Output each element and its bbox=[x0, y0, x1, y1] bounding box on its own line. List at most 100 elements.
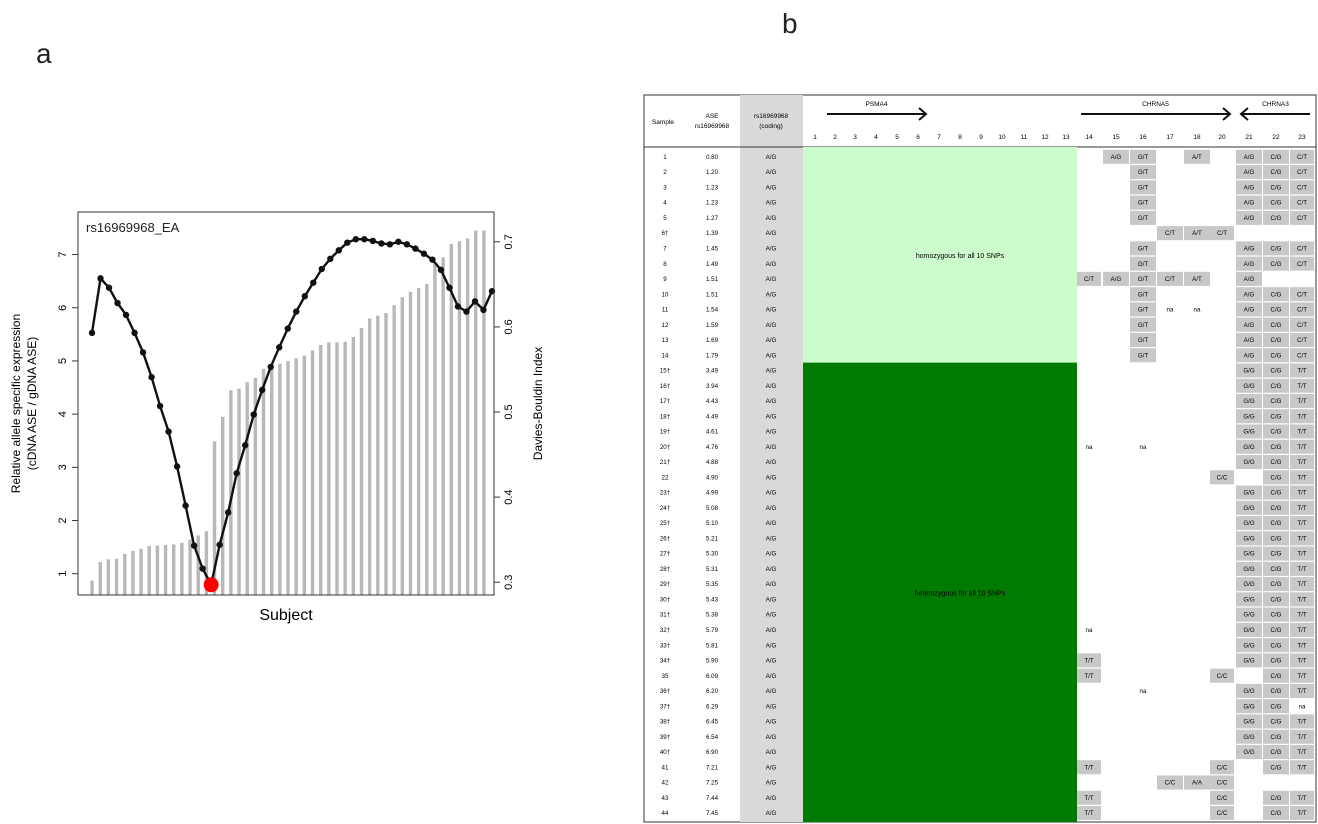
cell-bg bbox=[1236, 653, 1262, 668]
db-point bbox=[131, 329, 138, 337]
cell-ase: 0.80 bbox=[706, 154, 719, 161]
bar bbox=[237, 388, 241, 595]
cell-rs: A/G bbox=[766, 230, 777, 237]
db-point bbox=[446, 284, 453, 291]
cell-genotype: T/T bbox=[1297, 658, 1306, 665]
cell-ase: 7.44 bbox=[706, 795, 719, 802]
bar bbox=[343, 341, 347, 595]
cell-sample: 10 bbox=[662, 291, 669, 298]
cell-rs: A/G bbox=[766, 337, 777, 344]
cell-genotype: G/G bbox=[1243, 535, 1255, 542]
db-point bbox=[480, 306, 487, 314]
cell-rs: A/G bbox=[766, 429, 777, 436]
cell-bg bbox=[1210, 470, 1234, 485]
cell-genotype: C/T bbox=[1297, 261, 1307, 268]
cell-bg bbox=[1263, 210, 1289, 225]
cell-genotype: G/T bbox=[1138, 291, 1149, 298]
cell-bg bbox=[1210, 226, 1234, 241]
cell-genotype: A/T bbox=[1192, 276, 1202, 283]
cell-rs: A/G bbox=[766, 215, 777, 222]
cell-bg bbox=[1236, 455, 1262, 470]
cell-genotype: G/T bbox=[1138, 184, 1149, 191]
cell-bg bbox=[1130, 271, 1156, 286]
cell-genotype: C/G bbox=[1270, 444, 1281, 451]
cell-genotype: G/G bbox=[1243, 505, 1255, 512]
cell-bg bbox=[1263, 744, 1289, 759]
cell-genotype: T/T bbox=[1297, 688, 1306, 695]
cell-bg bbox=[1236, 577, 1262, 592]
cell-sample: 35 bbox=[662, 673, 669, 680]
cell-genotype: C/T bbox=[1217, 230, 1227, 237]
cell-bg bbox=[1290, 577, 1314, 592]
cell-genotype: A/G bbox=[1244, 291, 1255, 298]
cell-genotype: T/T bbox=[1297, 505, 1306, 512]
bar bbox=[400, 297, 405, 595]
cell-sample: 24† bbox=[660, 505, 671, 512]
cell-bg bbox=[1236, 332, 1262, 347]
cell-genotype: T/T bbox=[1297, 490, 1306, 497]
bar bbox=[441, 257, 445, 595]
bar bbox=[90, 580, 94, 595]
right-tick-label: 0.6 bbox=[503, 319, 515, 334]
header-ase-2: rs16969968 bbox=[695, 123, 730, 130]
cell-bg bbox=[1130, 332, 1156, 347]
cell-bg bbox=[1290, 744, 1314, 759]
cell-genotype: G/G bbox=[1243, 490, 1255, 497]
db-point bbox=[284, 325, 291, 332]
cell-genotype: C/G bbox=[1270, 627, 1281, 634]
cell-genotype: G/G bbox=[1243, 368, 1255, 375]
cell-rs: A/G bbox=[766, 322, 777, 329]
cell-bg bbox=[1290, 409, 1314, 424]
cell-genotype: na bbox=[1194, 307, 1201, 314]
cell-ase: 5.90 bbox=[706, 658, 719, 665]
cell-bg bbox=[1290, 256, 1314, 271]
cell-genotype: C/G bbox=[1270, 505, 1281, 512]
y2-axis-label: Davies-Bouldin Index bbox=[531, 347, 545, 460]
bar bbox=[155, 545, 160, 595]
cell-bg bbox=[1130, 348, 1156, 363]
cell-ase: 7.25 bbox=[706, 780, 719, 787]
cell-bg bbox=[1263, 363, 1289, 378]
cell-bg bbox=[1290, 546, 1314, 561]
cell-genotype: C/G bbox=[1270, 383, 1281, 390]
cell-genotype: C/G bbox=[1270, 368, 1281, 375]
cell-genotype: T/T bbox=[1297, 673, 1306, 680]
cell-rs: A/G bbox=[766, 658, 777, 665]
cell-bg bbox=[1263, 668, 1289, 683]
snp-number: 4 bbox=[874, 134, 878, 141]
cell-bg bbox=[1290, 805, 1314, 821]
cell-genotype: T/T bbox=[1297, 429, 1306, 436]
cell-rs: A/G bbox=[766, 795, 777, 802]
cell-bg bbox=[1263, 683, 1289, 698]
cell-bg bbox=[1184, 271, 1210, 286]
gene-label: CHRNA5 bbox=[1142, 101, 1169, 108]
cell-genotype: T/T bbox=[1297, 642, 1306, 649]
right-tick-label: 0.5 bbox=[503, 404, 515, 419]
left-tick-label: 5 bbox=[57, 358, 69, 364]
cell-bg bbox=[1263, 790, 1289, 805]
cell-bg bbox=[1263, 516, 1289, 531]
cell-genotype: A/G bbox=[1244, 169, 1255, 176]
cell-bg bbox=[1210, 775, 1234, 790]
cell-bg bbox=[1236, 409, 1262, 424]
bar bbox=[180, 542, 184, 595]
cell-bg bbox=[1263, 805, 1289, 821]
cell-genotype: T/T bbox=[1084, 810, 1093, 817]
bar bbox=[302, 355, 307, 595]
cell-genotype: A/G bbox=[1244, 322, 1255, 329]
cell-sample: 36† bbox=[660, 688, 671, 695]
cell-bg bbox=[1184, 149, 1210, 164]
bar bbox=[457, 241, 462, 595]
cell-bg bbox=[1236, 271, 1262, 286]
cell-sample: 5 bbox=[663, 215, 667, 222]
cell-genotype: C/G bbox=[1270, 719, 1281, 726]
cell-sample: 23† bbox=[660, 490, 671, 497]
db-point bbox=[378, 240, 385, 247]
cell-ase: 1.27 bbox=[706, 215, 719, 222]
cell-genotype: C/G bbox=[1270, 795, 1281, 802]
cell-genotype: C/G bbox=[1270, 734, 1281, 741]
bar bbox=[482, 230, 486, 596]
cell-rs: A/G bbox=[766, 688, 777, 695]
cell-genotype: na bbox=[1299, 703, 1306, 710]
cell-rs: A/G bbox=[766, 734, 777, 741]
